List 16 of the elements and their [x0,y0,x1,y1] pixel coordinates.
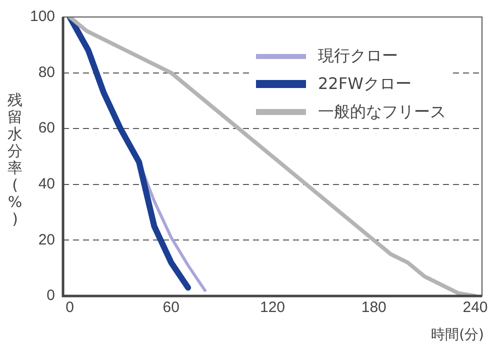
x-axis-title: 時間(分) [431,326,484,344]
y-tick-label: 40 [38,176,56,193]
x-tick-label: 240 [462,299,488,316]
legend-label: 現行クロー [318,46,398,66]
x-tick-label: 60 [162,299,180,316]
x-tick-label: 180 [361,299,386,316]
y-axis-title: 残留水分率(%) [6,91,24,228]
x-tick-label: 120 [260,299,286,316]
x-tick-label: 0 [66,299,74,316]
y-tick-label: 20 [38,231,56,248]
y-tick-label: 60 [38,120,56,137]
legend-label: 22FWクロー [318,74,412,94]
legend-label: 一般的なフリース [318,102,446,122]
y-tick-label: 100 [30,8,56,26]
y-tick-label: 80 [38,64,56,81]
y-tick-label: 0 [46,287,56,304]
